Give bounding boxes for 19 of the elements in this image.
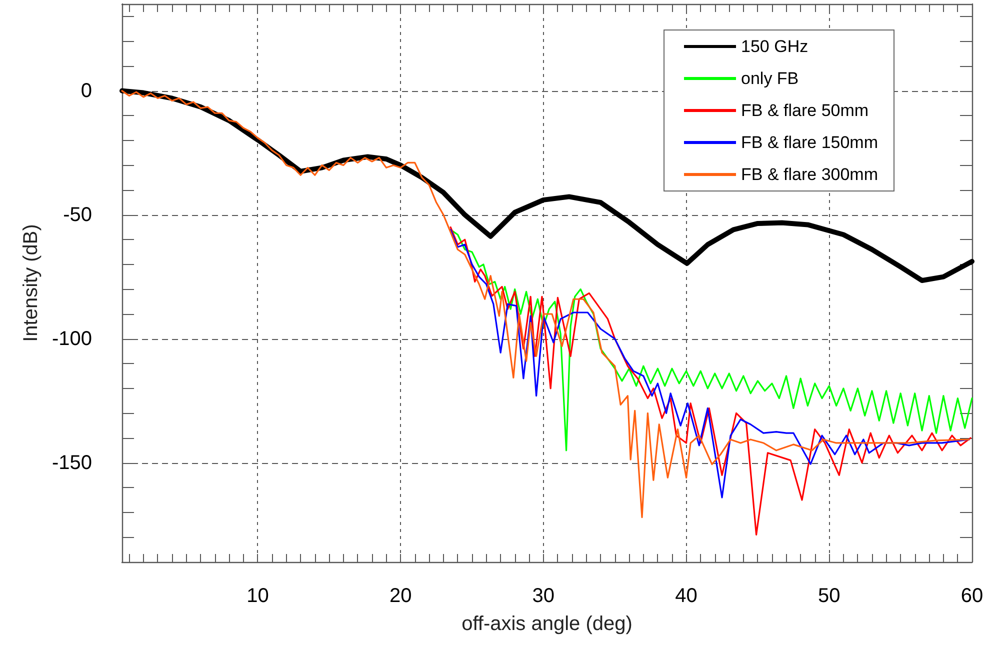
- legend-label: FB & flare 150mm: [741, 133, 878, 152]
- y-axis-title: Intensity (dB): [20, 224, 42, 342]
- x-tick-label: 50: [818, 585, 840, 607]
- y-tick-label: -50: [63, 204, 92, 226]
- y-tick-label: -100: [52, 328, 92, 350]
- x-tick-label: 30: [532, 585, 555, 607]
- legend-label: only FB: [741, 69, 799, 88]
- x-tick-label: 40: [675, 585, 698, 607]
- legend-label: FB & flare 50mm: [741, 101, 869, 120]
- line-series: [121, 90, 970, 518]
- legend-label: 150 GHz: [741, 37, 808, 56]
- x-tick-label: 60: [960, 585, 984, 607]
- x-tick-label: 20: [389, 585, 412, 607]
- x-axis-title: off-axis angle (deg): [462, 613, 632, 635]
- x-tick-label: 10: [246, 585, 269, 607]
- y-tick-label: 0: [80, 80, 92, 102]
- legend-label: FB & flare 300mm: [741, 165, 878, 184]
- line-series: [450, 228, 973, 452]
- y-tick-label: -150: [52, 452, 92, 474]
